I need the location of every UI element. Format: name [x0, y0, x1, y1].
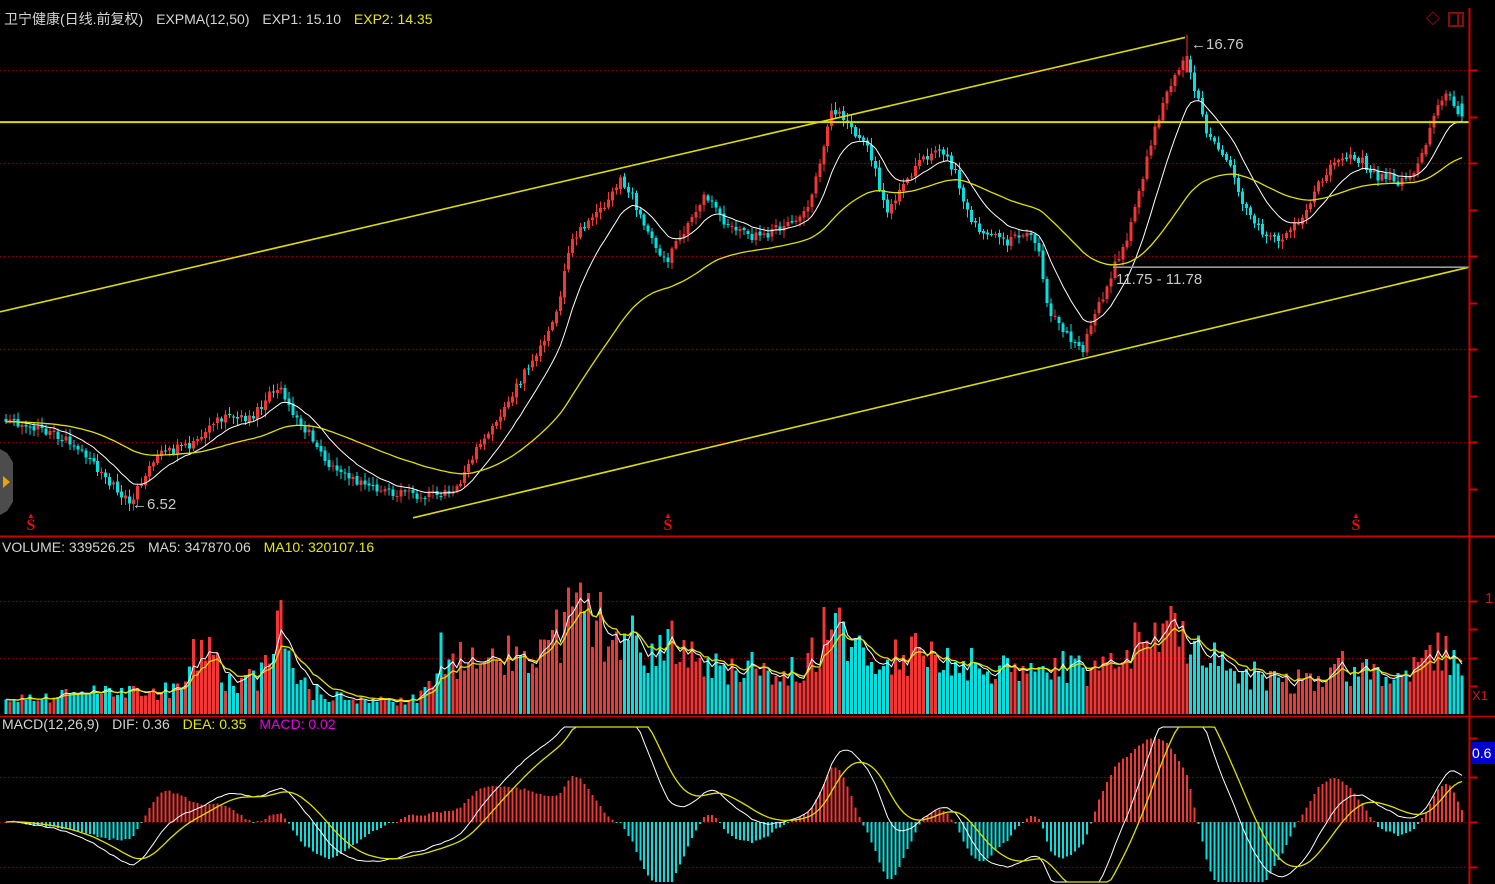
volume-axis-top-label: 1	[1485, 590, 1494, 607]
volume-ma5: MA5: 347870.06	[147, 539, 251, 555]
diamond-tool-icon[interactable]: ◇	[1426, 7, 1440, 27]
marker-triangle-icon: ▲	[27, 511, 35, 520]
dea-value: DEA: 0.35	[182, 716, 247, 732]
symbol-title: 卫宁健康(日线.前复权)	[4, 11, 144, 27]
macd-axis-readout: 0.6	[1472, 742, 1495, 764]
expand-arrow-icon	[3, 476, 10, 488]
exp2-value: EXP2: 14.35	[353, 11, 433, 27]
volume-panel-header: VOLUME: 339526.25 MA5: 347870.06 MA10: 3…	[2, 539, 383, 555]
split-window-icon[interactable]	[1448, 12, 1464, 27]
marker-triangle-icon: ▲	[1352, 511, 1360, 520]
annotation-swing-low: ←6.52	[132, 496, 177, 513]
marker-letter: S	[663, 517, 673, 534]
marker-letter: S	[26, 517, 36, 534]
dif-value: DIF: 0.36	[112, 716, 170, 732]
volume-ma10: MA10: 320107.16	[263, 539, 375, 555]
ex-rights-marker[interactable]: ▲ S	[660, 511, 676, 534]
macd-value: MACD: 0.02	[259, 716, 336, 732]
macd-panel-header: MACD(12,26,9) DIF: 0.36 DEA: 0.35 MACD: …	[2, 716, 345, 732]
panel-expand-button[interactable]	[0, 449, 13, 515]
marker-triangle-icon: ▲	[664, 511, 672, 520]
annotation-peak-high: ←16.76	[1191, 36, 1244, 53]
ex-rights-marker[interactable]: ▲ S	[23, 511, 39, 534]
macd-name: MACD(12,26,9)	[2, 716, 100, 732]
exp1-value: EXP1: 15.10	[262, 11, 341, 27]
volume-value: VOLUME: 339526.25	[2, 539, 136, 555]
annotation-support-zone: 11.75 - 11.78	[1116, 271, 1203, 288]
window-pane-divider	[1457, 14, 1459, 25]
indicator-title: EXPMA(12,50)	[156, 11, 250, 27]
volume-unit-label: X1	[1472, 688, 1488, 703]
price-panel-header: 卫宁健康(日线.前复权) EXPMA(12,50) EXP1: 15.10 EX…	[4, 9, 442, 29]
marker-letter: S	[1351, 517, 1361, 534]
ex-rights-marker[interactable]: ▲ S	[1348, 511, 1364, 534]
